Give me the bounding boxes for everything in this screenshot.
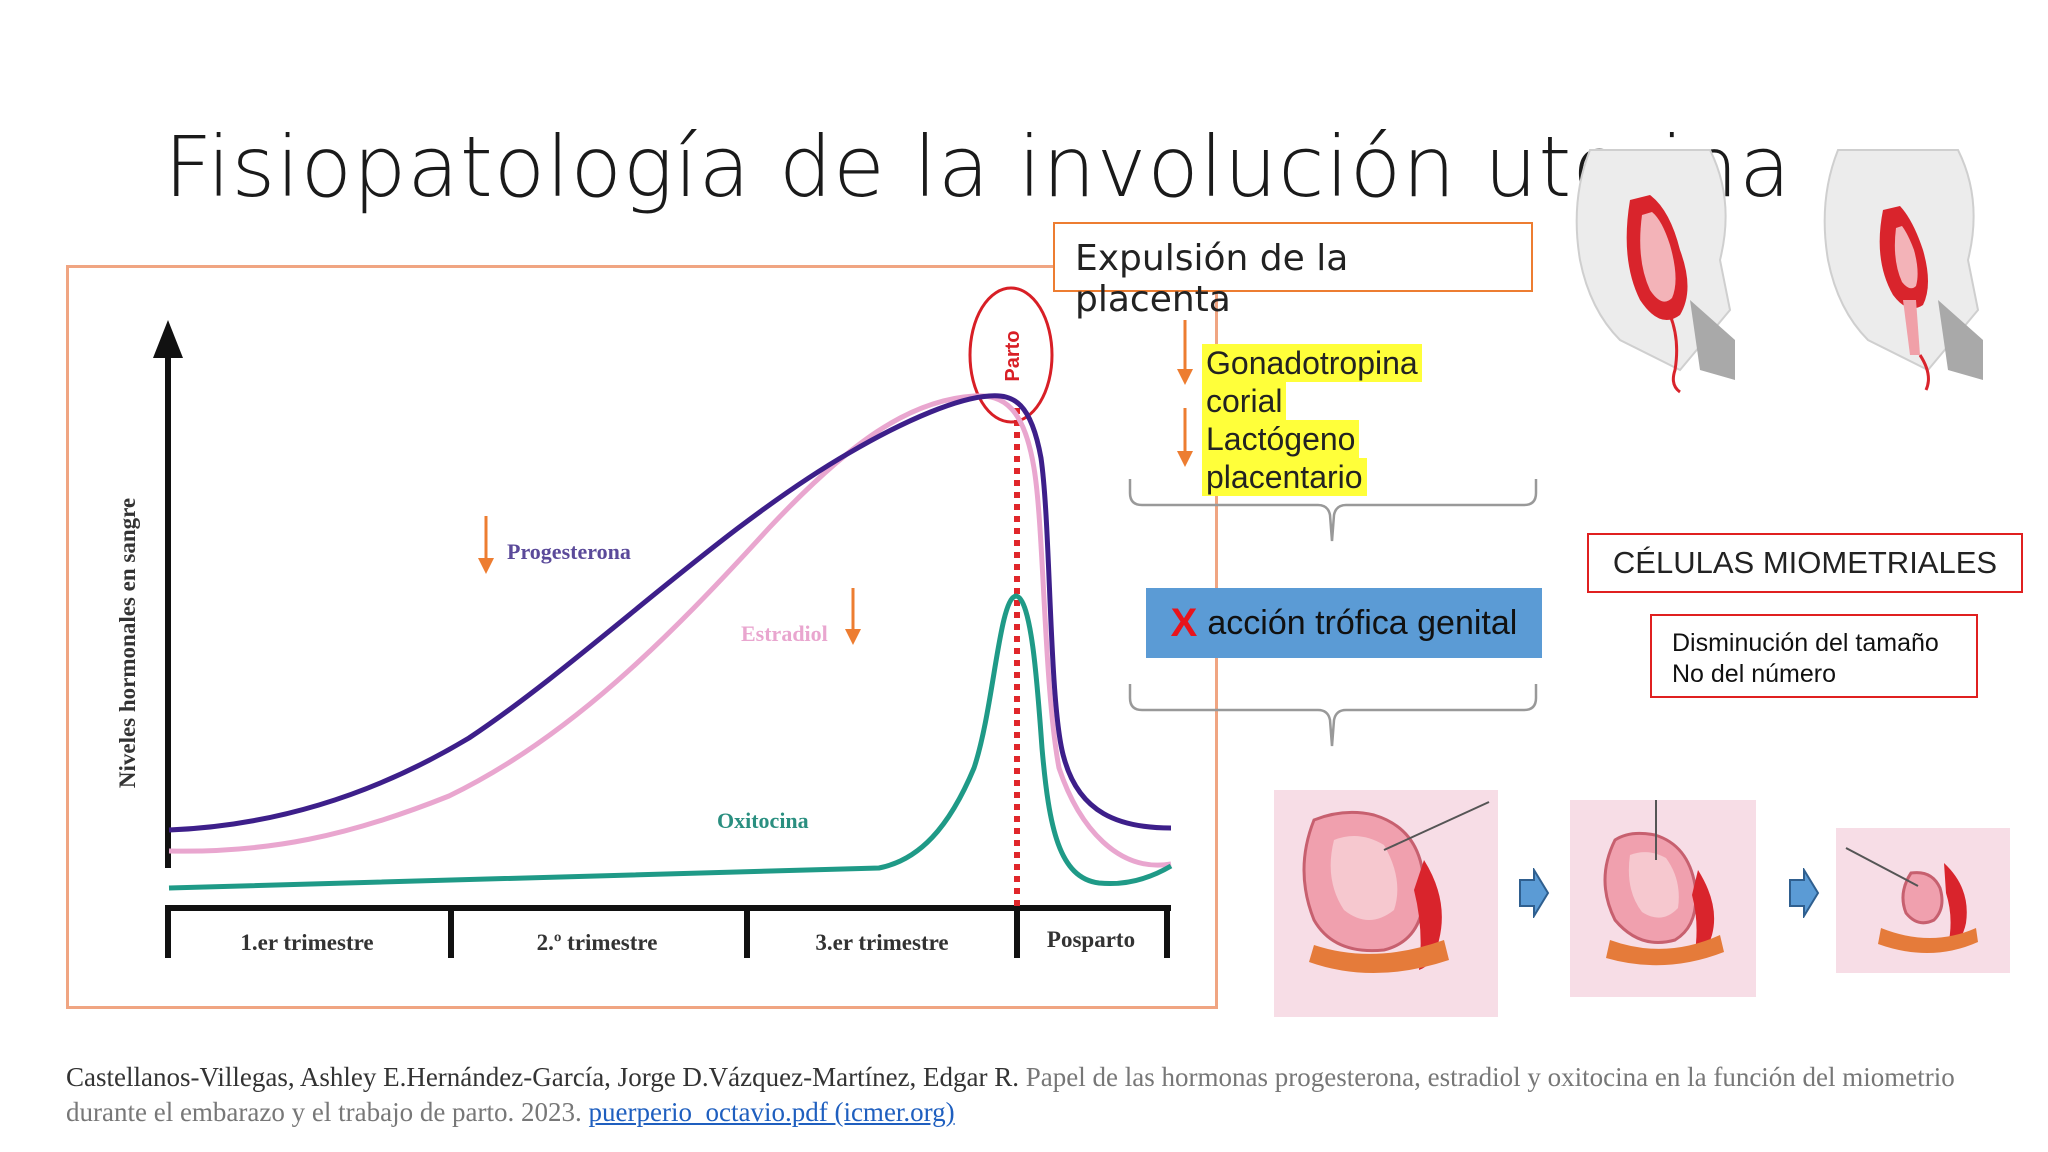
page-title: Fisiopatología de la involución uterina <box>164 118 1792 216</box>
placenta-expulsion-box: Expulsión de la placenta <box>1053 222 1533 320</box>
hormone-down-arrows <box>1177 320 1193 467</box>
hormone-placentario: placentario <box>1202 458 1367 496</box>
uterus-sagittal-illustration-1 <box>1575 149 1735 394</box>
trophic-action-box: X acción trófica genital <box>1146 588 1542 658</box>
y-axis-arrowhead <box>153 320 183 358</box>
series-line-estradiol <box>168 393 1172 868</box>
hormone-gonadotropina: Gonadotropina <box>1202 344 1422 382</box>
hormone-corial: corial <box>1202 382 1287 420</box>
myometrial-cells-title: CÉLULAS MIOMETRIALES <box>1587 533 2023 593</box>
series-label-estradiol: Estradiol <box>741 621 828 646</box>
y-axis-label: Niveles hormonales en sangre <box>115 498 140 788</box>
uterus-involution-stage-2 <box>1570 800 1756 997</box>
phase-label-3: 3.er trimestre <box>815 930 948 955</box>
hormone-list: Gonadotropina corial Lactógeno placentar… <box>1202 344 1462 496</box>
brace-bottom-icon <box>1128 684 1538 747</box>
series-line-progesterona <box>168 393 1172 833</box>
hormone-chart-svg: Niveles hormonales en sangre 1.er trimes… <box>115 286 1173 958</box>
arrow-right-icon <box>1519 868 1550 918</box>
series-label-oxitocina: Oxitocina <box>717 808 809 833</box>
series-line-oxitocina <box>168 593 1173 891</box>
uterus-involution-stage-3 <box>1836 828 2010 973</box>
down-arrow-estradiol-icon <box>845 588 861 645</box>
uterus-involution-stage-1 <box>1274 790 1498 1017</box>
citation-authors: Castellanos-Villegas, Ashley E.Hernández… <box>66 1062 1020 1092</box>
hormone-lactogeno: Lactógeno <box>1202 420 1360 458</box>
citation-link[interactable]: puerperio_octavio.pdf (icmer.org) <box>588 1097 955 1127</box>
cells-line-2: No del número <box>1672 660 1836 688</box>
hormone-chart: Niveles hormonales en sangre 1.er trimes… <box>66 265 1218 1009</box>
down-arrow-icon <box>1177 408 1193 467</box>
x-mark-icon: X <box>1170 600 1198 645</box>
down-arrow-progesterona-icon <box>478 516 494 574</box>
brace-top-icon <box>1128 479 1538 542</box>
phase-label-4: Posparto <box>1047 927 1135 952</box>
series-label-progesterona: Progesterona <box>507 539 631 564</box>
uterus-sagittal-illustration-2 <box>1823 149 1983 391</box>
citation: Castellanos-Villegas, Ashley E.Hernández… <box>66 1060 1986 1130</box>
parto-circle <box>968 286 1054 424</box>
citation-title: Papel de las hormonas progesterona, estr… <box>66 1062 1955 1127</box>
myometrial-cells-description: Disminución del tamaño No del número <box>1650 614 1978 698</box>
parto-label: Parto <box>1002 330 1024 381</box>
down-arrow-icon <box>1177 320 1193 385</box>
arrow-right-icon <box>1789 868 1820 918</box>
phase-label-1: 1.er trimestre <box>240 930 373 955</box>
trophic-action-label: acción trófica genital <box>1207 603 1518 642</box>
cells-line-1: Disminución del tamaño <box>1672 629 1939 657</box>
phase-label-2: 2.º trimestre <box>537 930 658 955</box>
